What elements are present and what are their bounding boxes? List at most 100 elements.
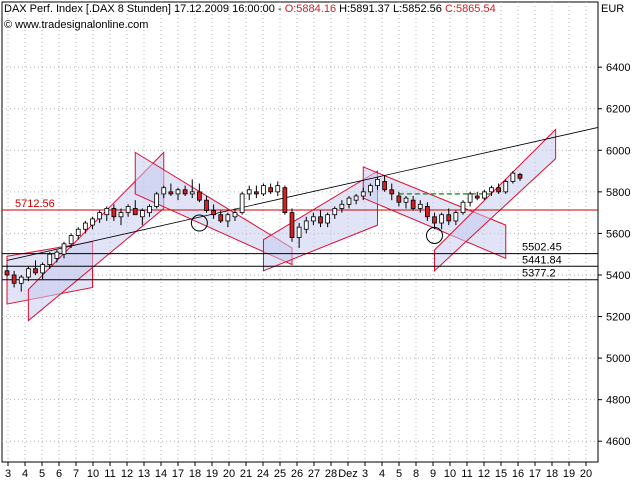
candle-body [97, 212, 102, 220]
x-tick-label: 10 [87, 468, 99, 480]
x-tick-label: 10 [444, 468, 456, 480]
candle-body [104, 208, 110, 216]
candle-body [83, 222, 88, 230]
candle-body [232, 212, 238, 218]
candle-body [496, 187, 501, 193]
x-tick-label: 24 [257, 468, 269, 480]
candle-body [353, 195, 359, 201]
candle-body [425, 205, 430, 218]
candle-body [510, 172, 516, 182]
candle-body [375, 178, 380, 187]
candle-body [26, 268, 31, 278]
candle-body [389, 189, 395, 195]
y-tick-label: 5600 [606, 228, 630, 240]
y-tick-label: 5200 [606, 312, 630, 324]
level-label: 5377.2 [522, 268, 556, 280]
trend-channel [27, 151, 165, 322]
candle-body [332, 208, 338, 216]
candle-body [111, 208, 117, 218]
candle-body [360, 191, 366, 197]
x-tick-label: 9 [430, 468, 436, 480]
candle-body [410, 199, 416, 209]
candle-body [197, 191, 202, 201]
candle-body [282, 187, 288, 214]
candle-body [125, 205, 131, 214]
close-value: C:5865.54 [441, 3, 496, 15]
x-tick-label: 17 [172, 468, 184, 480]
x-tick-label: 3 [362, 468, 368, 480]
x-tick-label: 3 [5, 468, 11, 480]
candle-body [311, 216, 316, 222]
y-tick-label: 5800 [606, 187, 630, 199]
candle-body [90, 218, 95, 226]
candle-body [275, 185, 281, 193]
candle-body [503, 181, 509, 193]
candle-body [239, 193, 245, 214]
candle-body [303, 220, 309, 230]
candle-body [382, 181, 387, 191]
candle-body [339, 203, 345, 209]
x-tick-label: 18 [546, 468, 558, 480]
trend-channel [434, 128, 557, 272]
x-tick-label: 11 [461, 468, 472, 480]
candle-body [325, 214, 330, 224]
x-tick-label: 17 [529, 468, 541, 480]
candle-body [175, 189, 181, 195]
trend-line [6, 127, 599, 261]
candle-body [417, 203, 423, 209]
candle-body [204, 199, 209, 211]
y-tick-label: 6200 [606, 104, 630, 116]
level-label: 5502.45 [522, 242, 562, 254]
y-tick-label: 5400 [606, 270, 630, 282]
x-tick-label: 28 [325, 468, 337, 480]
candle-body [218, 214, 224, 222]
candle-body [467, 193, 473, 203]
candle-body [368, 185, 373, 193]
candle-body [54, 251, 60, 259]
candle-body [4, 270, 10, 276]
candle-body [254, 191, 259, 195]
x-tick-label: 5 [396, 468, 402, 480]
y-tick-label: 4800 [606, 395, 630, 407]
y-tick-label: 6000 [606, 145, 630, 157]
candle-body [246, 189, 252, 195]
x-tick-label: 15 [495, 468, 507, 480]
x-tick-label: 11 [104, 468, 115, 480]
candle-body [446, 214, 452, 222]
y-tick-label: 6400 [606, 62, 630, 74]
x-tick-label: 12 [121, 468, 133, 480]
x-tick-label: 8 [413, 468, 419, 480]
candle-body [346, 197, 352, 205]
candle-body [289, 212, 295, 238]
low-value: L:5852.56 [389, 3, 442, 15]
candle-body [268, 187, 273, 193]
candle-body [403, 197, 409, 203]
x-tick-label: 20 [580, 468, 592, 480]
candle-body [33, 268, 38, 274]
pivot-marker [190, 214, 208, 232]
candle-body [182, 189, 188, 195]
x-tick-label: 18 [189, 468, 201, 480]
x-tick-label: 26 [291, 468, 303, 480]
candle-body [75, 228, 81, 236]
x-tick-label: 27 [308, 468, 320, 480]
candle-body [118, 212, 124, 218]
pivot-marker [426, 226, 443, 244]
candle-body [11, 274, 17, 284]
candle-body [517, 173, 523, 179]
x-tick-label: 12 [478, 468, 490, 480]
x-tick-label: 6 [56, 468, 62, 480]
candle-body [154, 193, 159, 207]
candle-body [40, 264, 45, 274]
high-value: H:5891.37 [336, 3, 390, 15]
x-tick-label: 19 [206, 468, 218, 480]
y-tick-label: 4600 [606, 436, 630, 448]
candle-body [47, 253, 53, 265]
candle-body [489, 187, 494, 193]
candle-body [474, 195, 480, 199]
candle-body [482, 191, 487, 199]
plot-frame [1, 1, 599, 463]
instrument-label: DAX Perf. Index [.DAX 8 Stunden] 17.12.2… [4, 3, 285, 15]
